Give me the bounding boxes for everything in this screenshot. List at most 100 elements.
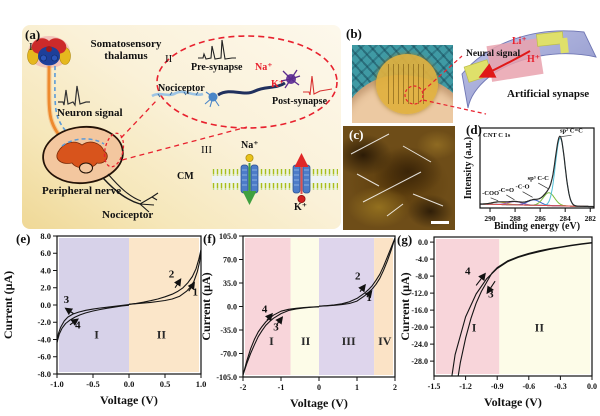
neuron-signal-label: Neuron signal (57, 107, 123, 119)
svg-text:-4.0: -4.0 (415, 255, 428, 264)
svg-text:3: 3 (273, 322, 279, 334)
panel-g-label: (g) (397, 232, 413, 247)
svg-text:288: 288 (509, 214, 520, 223)
neural-signal-arrow (478, 50, 531, 78)
device-electrode-grid (388, 64, 426, 104)
peripheral-nerve-icon (42, 125, 125, 185)
svg-text:Binding energy (eV): Binding energy (eV) (494, 221, 580, 232)
section-ii-label: II (165, 53, 173, 65)
svg-text:I: I (269, 334, 274, 348)
iv-curve-chart-e: I II -1.0 -0.5 0.0 0.5 1.0 8.0 6.0 4.0 2.0 0.0 -2.0-… (0, 230, 207, 416)
neural-signal-label: Neural signal (466, 49, 521, 59)
svg-text:-6.0: -6.0 (38, 352, 51, 362)
svg-text:I: I (94, 328, 99, 342)
svg-text:4: 4 (465, 265, 471, 277)
svg-text:II: II (301, 334, 311, 348)
svg-text:-2.0: -2.0 (38, 317, 51, 327)
svg-text:0.0: 0.0 (418, 238, 428, 247)
section-i-label: I (29, 41, 33, 53)
svg-text:sp² C=C: sp² C=C (560, 127, 583, 134)
section-iii-label: III (201, 144, 212, 156)
electrode-pad-right (536, 31, 564, 47)
panel-d-label: (d) (466, 122, 482, 137)
svg-text:III: III (342, 334, 356, 348)
zoom-connector-lines (120, 98, 248, 161)
svg-text:0.0: 0.0 (124, 379, 135, 389)
xps-spectrum-chart: 290 288 286 284 282 Binding energy (eV) Intens… (463, 122, 600, 234)
svg-text:Voltage (V): Voltage (V) (484, 395, 542, 409)
thalamus-label-line1: Somatosensory (90, 38, 162, 50)
svg-text:1: 1 (355, 383, 359, 392)
svg-text:6.0: 6.0 (40, 248, 51, 258)
svg-text:290: 290 (484, 214, 496, 223)
cell-membrane-art (212, 153, 338, 205)
iv-curve-chart-f: I II III IV -2 -1 0 1 2 105.0 70.0 35.0 0.0 -35.0 -70.… (199, 230, 400, 416)
svg-text:II: II (535, 320, 545, 334)
sodium-ion-icon (245, 153, 254, 162)
svg-text:0.0: 0.0 (587, 382, 597, 391)
neuron-signal-waveform (58, 85, 90, 107)
sodium-label: Na⁺ (255, 62, 273, 73)
membrane-potassium-label: K⁺ (294, 202, 308, 213)
device-patch (376, 54, 438, 114)
svg-text:1: 1 (366, 292, 372, 304)
panel-c-label: (c) (349, 127, 364, 142)
svg-text:CNT C 1s: CNT C 1s (483, 132, 511, 139)
electrode-tab (559, 37, 569, 54)
svg-text:-1.5: -1.5 (428, 382, 441, 391)
svg-text:284: 284 (560, 214, 572, 223)
panel-c-afm-image (343, 126, 455, 230)
svg-text:0.5: 0.5 (160, 379, 171, 389)
svg-text:Current (μA): Current (μA) (398, 272, 412, 340)
lithium-ion-label: Li⁺ (512, 36, 527, 47)
nociceptor-label: Nociceptor (102, 209, 154, 221)
post-synapse-label: Post-synapse (272, 96, 328, 107)
svg-text:-16.0: -16.0 (411, 306, 428, 315)
svg-text:-4.0: -4.0 (38, 334, 51, 344)
artificial-synapse-caption: Artificial synapse (507, 88, 590, 100)
svg-text:-12.0: -12.0 (411, 289, 428, 298)
svg-text:1.0: 1.0 (196, 379, 207, 389)
svg-text:-70.0: -70.0 (220, 349, 237, 358)
svg-text:-8.0: -8.0 (415, 272, 428, 281)
artificial-synapse-device (461, 30, 597, 109)
svg-text:2: 2 (169, 268, 175, 280)
membrane-cm-label: CM (177, 171, 194, 182)
svg-text:Current (μA): Current (μA) (199, 272, 213, 340)
svg-text:286: 286 (535, 214, 547, 223)
svg-text:4.0: 4.0 (40, 265, 51, 275)
svg-text:-28.0: -28.0 (411, 357, 428, 366)
svg-text:35.0: 35.0 (223, 279, 237, 288)
svg-text:2.0: 2.0 (40, 283, 51, 293)
thalamus-label-line2: thalamus (104, 49, 148, 62)
svg-text:-0.3: -0.3 (554, 382, 567, 391)
svg-text:105.0: 105.0 (219, 232, 237, 241)
svg-text:-0.9: -0.9 (491, 382, 504, 391)
svg-text:0: 0 (317, 383, 321, 392)
svg-text:0.0: 0.0 (227, 302, 237, 311)
inset-nociceptor-label: Nociceptor (158, 83, 205, 94)
svg-text:-24.0: -24.0 (411, 340, 428, 349)
pre-synapse-label: Pre-synapse (191, 62, 243, 73)
svg-text:-C=O: -C=O (498, 187, 514, 194)
svg-text:0.0: 0.0 (40, 300, 51, 310)
panel-f-label: (f) (203, 231, 216, 246)
panel-a-label: (a) (25, 27, 41, 42)
electrode-pad-left (463, 59, 493, 83)
svg-text:70.0: 70.0 (223, 255, 237, 264)
cnt-fibers-overlay (350, 133, 444, 217)
svg-text:2: 2 (355, 271, 361, 283)
svg-text:2: 2 (393, 383, 397, 392)
svg-text:3: 3 (488, 288, 494, 300)
photo-zoom-marker (404, 55, 487, 115)
svg-text:-0.6: -0.6 (522, 382, 535, 391)
schematic-art (27, 30, 597, 213)
svg-text:II: II (157, 328, 167, 342)
nociceptor-fiber-icon (102, 173, 159, 213)
svg-text:-2: -2 (240, 383, 247, 392)
svg-text:I: I (472, 320, 477, 334)
svg-text:-1: -1 (278, 383, 285, 392)
brain-icon (27, 36, 71, 68)
svg-text:4: 4 (262, 304, 268, 316)
